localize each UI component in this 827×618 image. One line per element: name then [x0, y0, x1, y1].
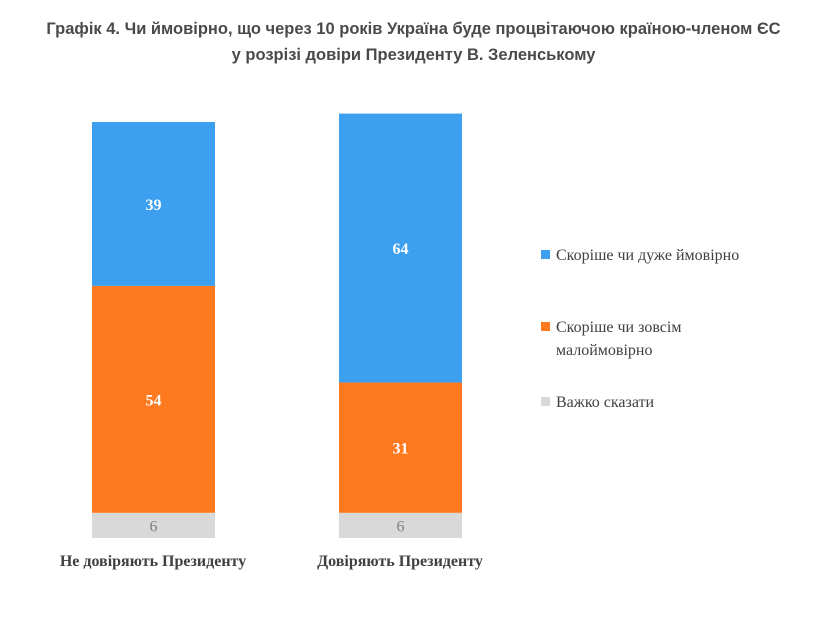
bar-segment-unlikely-1 — [92, 285, 215, 513]
legend-swatch-unlikely — [541, 322, 550, 331]
category-label-1: Не довіряють Президенту — [60, 553, 246, 570]
bar-segment-unlikely-2 — [339, 382, 462, 513]
data-label-unlikely-2: 31 — [393, 441, 409, 458]
legend-swatch-hard — [541, 397, 550, 406]
chart-title: Графік 4. Чи ймовірно, що через 10 років… — [0, 16, 827, 68]
legend-swatch-likely — [541, 250, 550, 259]
legend-label-unlikely-line-2: малоймовірно — [556, 342, 653, 359]
bar-segment-likely-1 — [92, 122, 215, 286]
data-label-hard-2: 6 — [397, 518, 405, 535]
data-label-likely-1: 39 — [146, 197, 162, 214]
bar-segment-hard-1 — [92, 512, 215, 538]
data-label-hard-1: 6 — [150, 518, 158, 535]
bar-segment-likely-2 — [339, 113, 462, 383]
bar-segment-hard-2 — [339, 512, 462, 538]
legend-label-hard: Важко сказати — [556, 394, 655, 411]
legend-label-likely: Скоріше чи дуже ймовірно — [556, 247, 739, 264]
chart-title-line-2: у розрізі довіри Президенту В. Зеленсько… — [231, 46, 596, 64]
legend-label-unlikely-line-1: Скоріше чи зовсім — [556, 319, 681, 336]
data-label-unlikely-1: 54 — [146, 392, 162, 409]
data-label-likely-2: 64 — [393, 241, 409, 258]
category-label-2: Довіряють Президенту — [317, 553, 483, 570]
chart-title-line-1: Графік 4. Чи ймовірно, що через 10 років… — [46, 20, 781, 38]
